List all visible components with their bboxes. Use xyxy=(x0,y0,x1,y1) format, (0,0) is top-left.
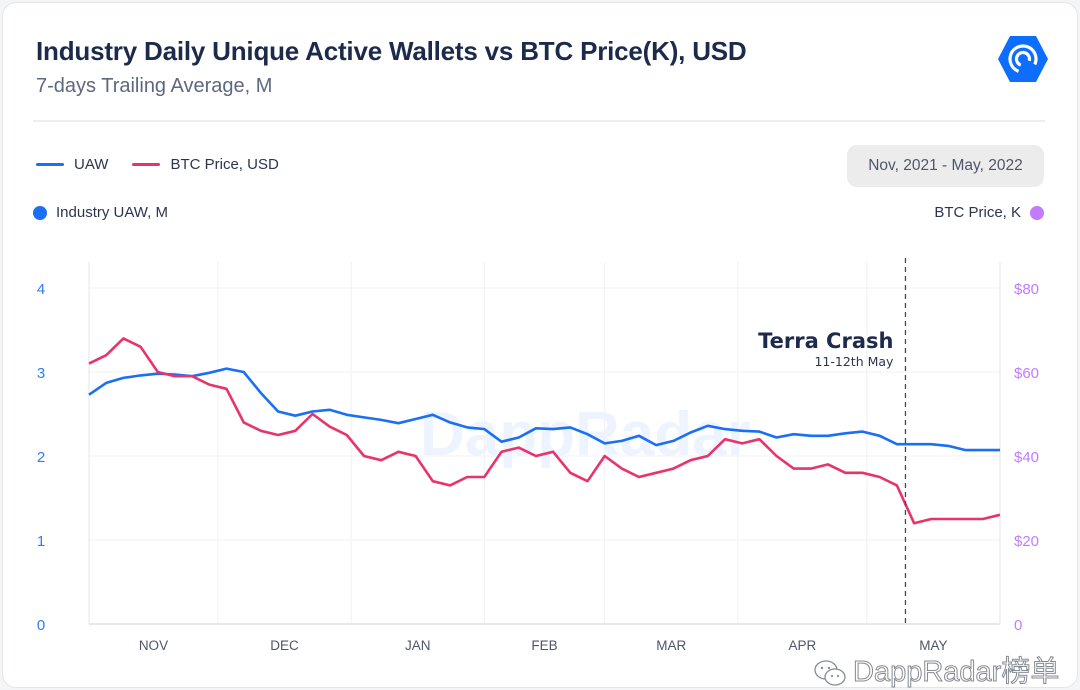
left-axis-tick-label: 3 xyxy=(37,365,45,382)
date-range-badge: Nov, 2021 - May, 2022 xyxy=(847,145,1044,187)
header-divider xyxy=(33,120,1045,122)
left-axis-tick-label: 0 xyxy=(37,617,45,634)
annotation-title: Terra Crash xyxy=(758,329,893,353)
btc-line-swatch-icon xyxy=(132,163,161,166)
wechat-icon xyxy=(814,659,846,686)
btc-dot-icon xyxy=(1030,205,1044,220)
legend-item-uaw[interactable]: UAW xyxy=(36,156,108,173)
axes: 0 1 2 3 4 0 $20 $40 $60 $80 NOV DEC JAN FEB MAR APR MAY xyxy=(37,262,1039,653)
series-lines xyxy=(88,337,1001,525)
right-axis-tick-label: $20 xyxy=(1014,533,1039,550)
right-axis-title: BTC Price, K xyxy=(934,204,1044,221)
left-axis-tick-label: 1 xyxy=(37,533,45,550)
wechat-watermark-text: DappRadar榜单 xyxy=(852,656,1060,688)
annotation-subtitle: 11-12th May xyxy=(814,354,894,369)
legend: UAW BTC Price, USD xyxy=(36,156,279,173)
x-axis-tick-label: FEB xyxy=(531,638,557,653)
x-axis-tick-label: NOV xyxy=(139,638,168,653)
chart-title: Industry Daily Unique Active Wallets vs … xyxy=(36,36,747,66)
chart-subtitle: 7-days Trailing Average, M xyxy=(36,75,273,97)
terra-crash-annotation: Terra Crash 11-12th May xyxy=(758,258,907,624)
right-axis-tick-label: $60 xyxy=(1014,365,1039,382)
right-axis-tick-label: $80 xyxy=(1014,281,1039,298)
right-axis-tick-label: $40 xyxy=(1014,449,1039,466)
legend-item-btc[interactable]: BTC Price, USD xyxy=(132,156,279,173)
left-axis-title: Industry UAW, M xyxy=(33,204,168,221)
btc-price-line xyxy=(88,337,1001,525)
left-axis-tick-label: 4 xyxy=(37,281,45,298)
dappradar-logo-icon xyxy=(998,36,1048,82)
left-axis-tick-label: 2 xyxy=(37,449,45,466)
x-axis-tick-label: MAR xyxy=(656,638,686,653)
x-axis-tick-label: JAN xyxy=(405,638,431,653)
right-axis-title-text: BTC Price, K xyxy=(934,204,1021,221)
right-axis-tick-label: 0 xyxy=(1014,617,1022,634)
legend-label: BTC Price, USD xyxy=(170,156,279,173)
legend-label: UAW xyxy=(74,156,109,173)
wechat-watermark: DappRadar榜单 xyxy=(813,656,1060,688)
uaw-dot-icon xyxy=(33,205,47,220)
x-axis-tick-label: APR xyxy=(788,638,816,653)
x-axis-tick-label: MAY xyxy=(919,638,947,653)
uaw-line-swatch-icon xyxy=(36,163,64,166)
uaw-line xyxy=(88,367,1000,452)
left-axis-title-text: Industry UAW, M xyxy=(56,204,168,221)
x-axis-tick-label: DEC xyxy=(270,638,299,653)
